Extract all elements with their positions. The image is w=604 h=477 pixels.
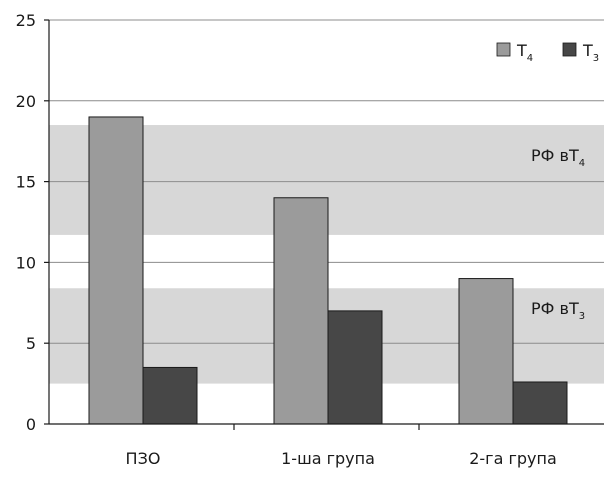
y-tick-label-20: 20 — [16, 92, 36, 111]
y-tick-labels: 0 5 10 15 20 25 — [16, 11, 36, 434]
y-tick-label-10: 10 — [16, 253, 36, 272]
legend-swatch-1 — [562, 42, 577, 57]
bar-0-1 — [142, 366, 198, 425]
y-tick-label-0: 0 — [26, 415, 36, 434]
x-tick-label-2: 2-га група — [469, 449, 557, 468]
axes — [44, 19, 604, 430]
bars — [88, 116, 568, 425]
bar-0-0 — [88, 116, 144, 425]
y-tick-label-25: 25 — [16, 11, 36, 30]
legend-label-1: T3 — [582, 41, 599, 64]
x-tick-label-1: 1-ша група — [281, 449, 375, 468]
legend-label-0: T4 — [516, 41, 533, 64]
band-label-1: РФ вТ3 — [531, 299, 585, 322]
bar-1-0 — [273, 197, 329, 425]
bar-2-1 — [512, 381, 568, 425]
y-tick-label-5: 5 — [26, 334, 36, 353]
y-tick-label-15: 15 — [16, 173, 36, 192]
x-tick-label-0: ПЗО — [126, 449, 161, 468]
band-label-0: РФ вТ4 — [531, 146, 585, 169]
bar-2-0 — [458, 278, 514, 425]
band-labels: РФ вТ4 РФ вТ3 — [531, 146, 585, 322]
legend-swatch-0 — [496, 42, 511, 57]
bar-1-1 — [327, 310, 383, 425]
legend: T4 T3 — [496, 41, 599, 64]
x-tick-labels: ПЗО 1-ша група 2-га група — [126, 449, 557, 468]
